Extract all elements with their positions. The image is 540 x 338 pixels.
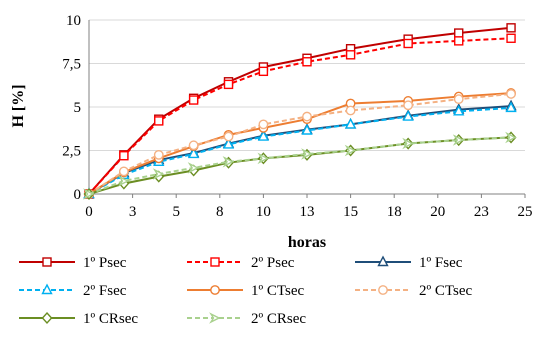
series-line bbox=[88, 92, 512, 195]
y-tick-label: 5 bbox=[74, 100, 82, 116]
data-point bbox=[452, 134, 465, 146]
x-tick-label: 23 bbox=[474, 204, 489, 220]
data-point bbox=[506, 33, 516, 43]
data-point bbox=[505, 131, 517, 144]
legend-label: 1º CRsec bbox=[83, 311, 138, 327]
series-2-ctsec bbox=[84, 89, 516, 199]
data-point bbox=[453, 104, 465, 116]
data-point bbox=[187, 162, 200, 174]
legend-label: 1º CTsec bbox=[251, 283, 305, 299]
data-point bbox=[302, 111, 312, 122]
x-tick-label: 5 bbox=[172, 204, 180, 220]
data-point bbox=[188, 140, 199, 151]
data-point bbox=[209, 312, 221, 324]
data-point bbox=[505, 101, 517, 113]
x-tick-label: 15 bbox=[343, 204, 358, 220]
y-tick-label: 0 bbox=[74, 187, 82, 203]
data-point bbox=[377, 255, 389, 267]
data-point bbox=[223, 131, 234, 142]
legend-item: 1º Psec bbox=[19, 255, 127, 271]
legend-label: 1º Psec bbox=[83, 255, 127, 271]
y-tick-label: 10 bbox=[66, 13, 81, 29]
legend-label: 2º Psec bbox=[251, 255, 295, 271]
series-1-fsec bbox=[83, 99, 517, 199]
series-line bbox=[88, 37, 512, 195]
legend-item: 2º Psec bbox=[187, 255, 295, 271]
legend-item: 1º Fsec bbox=[355, 255, 463, 271]
data-point bbox=[42, 257, 52, 267]
series-line bbox=[88, 136, 512, 195]
data-point bbox=[118, 166, 129, 177]
data-point bbox=[188, 95, 199, 105]
series-1-ctsec bbox=[84, 88, 516, 199]
data-point bbox=[344, 144, 357, 157]
data-point bbox=[257, 130, 270, 141]
axes: 0 2,5 5 7,5 10 0 3 5 8 10 13 15 18 20 23 25 bbox=[62, 13, 532, 220]
data-point bbox=[345, 50, 356, 60]
data-point bbox=[154, 116, 164, 126]
legend-label: 2º CTsec bbox=[419, 283, 473, 299]
legend: 1º Psec 2º Psec 1º Fsec 2º Fsec 1º CTsec 2º C… bbox=[19, 255, 473, 327]
data-point bbox=[506, 23, 516, 33]
series-line bbox=[88, 136, 512, 195]
data-point bbox=[506, 89, 516, 99]
data-point bbox=[187, 147, 200, 159]
x-tick-label: 10 bbox=[256, 204, 271, 220]
legend-item: 1º CRsec bbox=[19, 311, 138, 327]
x-tick-label: 20 bbox=[430, 204, 445, 220]
data-point bbox=[41, 311, 53, 325]
data-point bbox=[210, 285, 220, 295]
data-point bbox=[257, 152, 269, 165]
data-point bbox=[454, 28, 464, 38]
data-point bbox=[83, 188, 95, 200]
x-tick-label: 8 bbox=[216, 204, 224, 220]
legend-label: 1º Fsec bbox=[419, 255, 463, 271]
y-tick-label: 2,5 bbox=[62, 144, 81, 160]
x-tick-label: 3 bbox=[129, 204, 137, 220]
data-point bbox=[153, 149, 164, 160]
data-point bbox=[345, 105, 356, 116]
legend-item: 2º Fsec bbox=[19, 283, 127, 299]
series-2-psec bbox=[84, 33, 516, 199]
data-point bbox=[301, 148, 313, 160]
data-point bbox=[119, 151, 129, 161]
y-axis-title: H [%] bbox=[10, 84, 27, 127]
data-point bbox=[222, 156, 235, 168]
data-point bbox=[41, 283, 53, 295]
data-point bbox=[344, 117, 357, 129]
x-tick-label: 0 bbox=[85, 204, 93, 220]
x-tick-label: 18 bbox=[387, 204, 402, 220]
series-2-crsec bbox=[83, 131, 517, 200]
data-point bbox=[117, 175, 130, 187]
data-point bbox=[258, 66, 269, 77]
y-tick-label: 7,5 bbox=[62, 57, 81, 73]
data-point bbox=[222, 137, 235, 149]
data-point bbox=[454, 36, 464, 46]
legend-item: 2º CRsec bbox=[187, 311, 306, 327]
legend-item: 1º CTsec bbox=[187, 283, 305, 299]
x-tick-label: 13 bbox=[300, 204, 315, 220]
data-point bbox=[223, 79, 234, 90]
data-point bbox=[301, 123, 313, 135]
data-point bbox=[403, 38, 413, 49]
legend-item: 2º CTsec bbox=[355, 283, 473, 299]
data-point bbox=[152, 168, 165, 180]
data-point bbox=[378, 285, 388, 295]
data-point bbox=[402, 110, 414, 121]
data-point bbox=[302, 57, 312, 67]
data-point bbox=[453, 94, 464, 105]
data-point bbox=[258, 119, 269, 130]
data-point bbox=[403, 100, 414, 111]
series-layer bbox=[83, 23, 517, 201]
data-point bbox=[210, 257, 220, 267]
legend-label: 2º Fsec bbox=[83, 283, 127, 299]
data-point bbox=[402, 137, 414, 150]
x-axis-title: horas bbox=[288, 234, 326, 251]
legend-label: 2º CRsec bbox=[251, 311, 306, 327]
x-tick-label: 25 bbox=[518, 204, 533, 220]
